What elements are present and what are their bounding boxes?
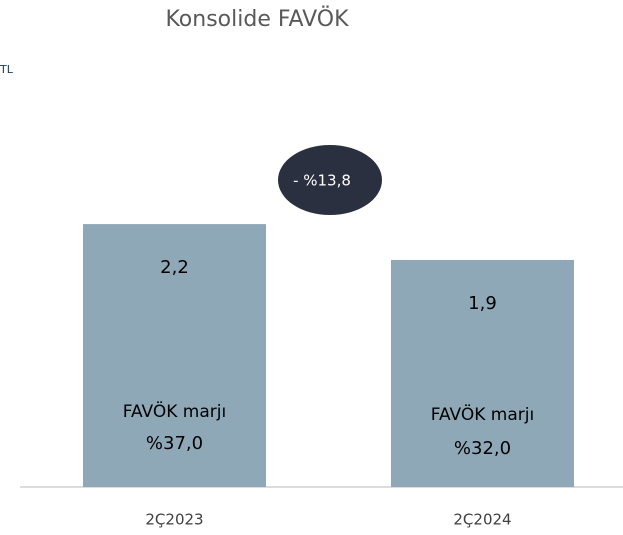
annotation-bubble: [278, 145, 382, 215]
margin-value: %37,0: [146, 433, 203, 454]
margin-label: FAVÖK marjı: [431, 403, 534, 425]
x-tick-label: 2Ç2023: [145, 511, 203, 529]
margin-value: %32,0: [454, 438, 511, 459]
chart-title: Konsolide FAVÖK: [165, 6, 349, 32]
annotation: - %13,8: [293, 172, 351, 190]
bar: [83, 224, 266, 487]
value-label: 2,2: [160, 257, 189, 278]
x-tick-label: 2Ç2024: [453, 511, 511, 529]
value-label: 1,9: [468, 293, 497, 314]
bar: [391, 259, 574, 487]
unit-label: TL: [0, 63, 14, 76]
margin-label: FAVÖK marjı: [123, 400, 226, 422]
